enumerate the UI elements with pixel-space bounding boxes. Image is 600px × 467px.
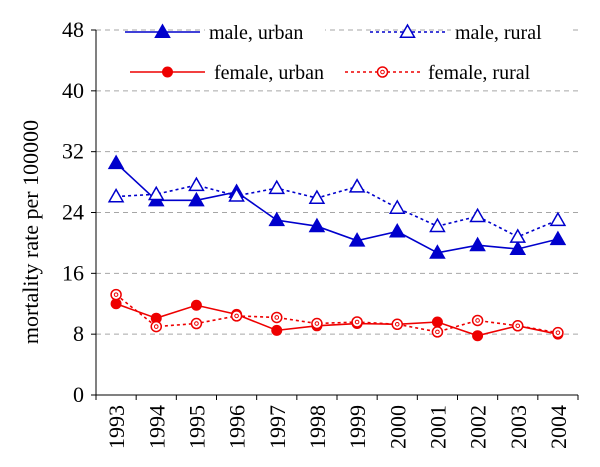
legend-label: female, rural [428,62,531,84]
data-point [228,187,245,202]
data-point-inner [435,329,440,335]
x-tick-label: 2003 [506,405,531,449]
y-tick-label: 8 [73,321,84,346]
data-point-inner [475,318,480,323]
x-tick-label: 1993 [104,405,129,449]
x-tick-label: 2004 [546,405,571,449]
legend-item: male, rural [370,16,571,44]
y-tick-label: 16 [62,260,84,285]
series-line [115,302,559,337]
gridlines [91,29,578,396]
data-point [429,244,446,259]
series-line [115,293,559,334]
y-tick-labels: 0 8 16 24 32 40 48 [62,17,84,407]
x-tick-label: 1996 [225,405,250,449]
series-male-rural [107,176,567,243]
legend-item: female, rural [345,56,564,84]
legend-label: female, urban [214,62,324,84]
data-point-inner [194,321,199,326]
legend-item: male, urban [125,16,325,44]
data-point [188,176,205,192]
legend-label-bg [210,56,350,82]
data-point [469,236,486,252]
x-tick-label: 1995 [184,405,209,449]
data-point [388,222,406,238]
data-point [429,217,446,233]
y-tick-label: 40 [62,78,84,103]
legend-label-bg [424,56,564,82]
data-point [268,179,286,195]
data-point-inner [153,324,159,329]
x-tick-label: 2001 [425,405,450,449]
data-point [147,185,165,201]
data-point [107,154,125,170]
series-female-rural [110,288,564,339]
series-line [116,184,559,238]
data-point [268,211,286,227]
data-point [509,240,527,255]
series-line [115,162,559,254]
data-point-inner [515,323,521,329]
axes [95,30,579,400]
data-point [472,330,484,342]
data-point [348,232,366,247]
x-tick-label: 1994 [144,405,169,449]
series-group [107,154,567,342]
x-tick-label: 2000 [385,405,410,449]
legend-item: female, urban [130,56,350,84]
y-tick-label: 24 [62,200,84,225]
y-tick-label: 0 [73,382,84,407]
data-point [549,230,567,246]
data-point [399,23,416,38]
data-point [190,299,202,311]
data-point [509,228,527,243]
x-tick-labels: 1993 1994 1995 1996 1997 1998 1999 2000 2001 2002… [104,405,571,449]
data-point-inner [394,321,400,327]
data-point [308,189,326,205]
data-point-inner [354,319,360,325]
data-point [271,324,283,336]
data-point [388,199,406,214]
legend-label: male, rural [455,22,542,44]
data-point-inner [234,313,239,319]
legend-label: male, urban [209,22,303,44]
series-male-urban [107,154,567,259]
y-tick-label: 32 [62,139,84,164]
data-point-inner [380,69,385,75]
x-tick-label: 2002 [466,405,491,449]
data-point [549,211,567,227]
y-axis-title: mortality rate per 100000 [18,120,43,344]
legend-label-bg [451,16,571,42]
x-tick-label: 1998 [305,405,330,449]
data-point-inner [274,315,280,320]
data-point [308,217,326,233]
x-tick-label: 1997 [265,405,290,449]
legend: male, urban male, rural female, urban femal… [125,16,571,84]
data-point [162,66,173,78]
data-point [348,178,366,193]
data-point-inner [113,292,119,297]
data-point [188,191,205,207]
legend-label-bg [205,16,325,42]
data-point [431,316,443,328]
x-tick-label: 1999 [345,405,370,449]
data-point-inner [555,330,561,335]
data-point [107,188,125,203]
y-tick-label: 48 [62,17,84,42]
data-point [469,207,486,223]
data-point-inner [314,321,320,326]
data-point [154,23,171,38]
